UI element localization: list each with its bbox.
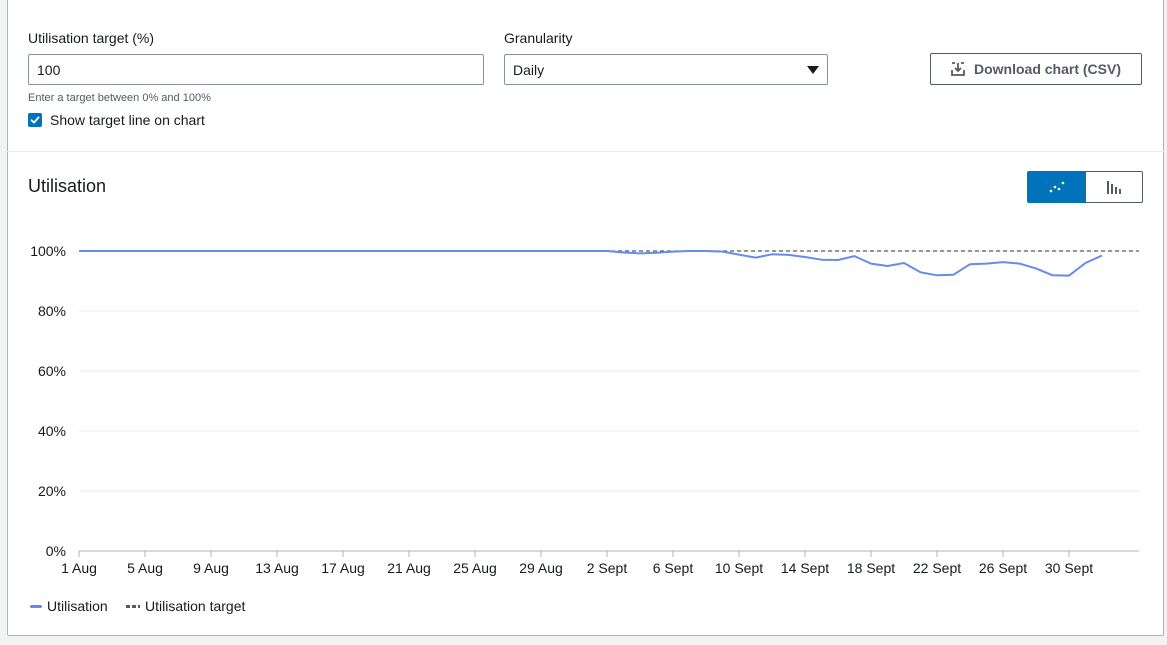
y-tick-label: 60% [38, 363, 66, 379]
y-tick-label: 0% [46, 543, 66, 559]
x-tick-label: 30 Sept [1045, 560, 1093, 576]
x-tick-label: 25 Aug [453, 560, 497, 576]
download-label: Download chart (CSV) [974, 61, 1121, 77]
x-tick-label: 17 Aug [321, 560, 365, 576]
y-tick-label: 100% [30, 243, 66, 259]
x-tick-label: 21 Aug [387, 560, 431, 576]
x-tick-label: 5 Aug [127, 560, 163, 576]
x-tick-label: 18 Sept [847, 560, 895, 576]
x-tick-label: 9 Aug [193, 560, 229, 576]
x-tick-label: 2 Sept [587, 560, 628, 576]
line-chart-icon [1049, 181, 1065, 193]
show-target-checkbox[interactable]: Show target line on chart [28, 112, 205, 128]
download-icon [951, 62, 965, 76]
line-chart-toggle[interactable] [1027, 171, 1086, 203]
download-csv-button[interactable]: Download chart (CSV) [930, 53, 1142, 85]
legend-target-label: Utilisation target [145, 598, 245, 614]
legend-utilisation[interactable]: Utilisation [30, 598, 108, 614]
x-tick-label: 13 Aug [255, 560, 299, 576]
chart-title: Utilisation [28, 176, 106, 197]
granularity-label: Granularity [504, 30, 572, 46]
legend-utilisation-label: Utilisation [47, 598, 108, 614]
y-tick-label: 20% [38, 483, 66, 499]
target-hint: Enter a target between 0% and 100% [28, 92, 211, 104]
x-tick-label: 1 Aug [61, 560, 97, 576]
bar-chart-toggle[interactable] [1085, 171, 1143, 203]
legend-solid-swatch [30, 605, 42, 608]
x-tick-label: 29 Aug [519, 560, 563, 576]
show-target-label: Show target line on chart [50, 112, 205, 128]
bar-chart-icon [1106, 180, 1122, 194]
utilisation-line-chart: 0% 20% 40% 60% 80% 100% 1 Aug 5 Aug 9 Aug 13 Aug 1… [0, 230, 1167, 590]
granularity-value: Daily [513, 62, 544, 78]
x-tick-label: 22 Sept [913, 560, 961, 576]
target-input[interactable] [28, 54, 484, 85]
y-tick-label: 40% [38, 423, 66, 439]
y-tick-label: 80% [38, 303, 66, 319]
caret-down-icon [807, 66, 819, 74]
checkbox-checked-icon[interactable] [28, 113, 42, 127]
x-tick-label: 10 Sept [715, 560, 763, 576]
granularity-select[interactable]: Daily [504, 54, 828, 85]
x-tick-label: 14 Sept [781, 560, 829, 576]
legend-dashed-swatch [126, 605, 140, 608]
x-tick-label: 6 Sept [653, 560, 694, 576]
x-tick-label: 26 Sept [979, 560, 1027, 576]
section-divider [7, 151, 1164, 152]
legend-target[interactable]: Utilisation target [126, 598, 245, 614]
target-label: Utilisation target (%) [28, 30, 154, 46]
utilisation-series-line [79, 251, 1102, 276]
